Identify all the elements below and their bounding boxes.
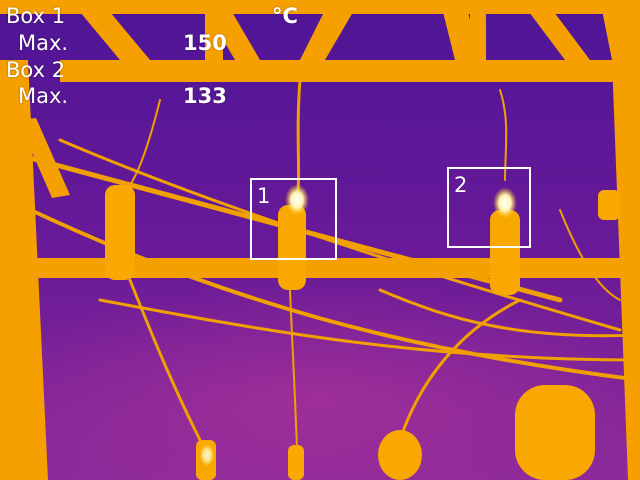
box2-max-value: 133 <box>183 84 227 108</box>
insulators <box>105 185 620 480</box>
box1-label: Box 1 <box>6 4 66 28</box>
measurement-box-2[interactable]: 2 <box>447 167 531 248</box>
measurement-box-1[interactable]: 1 <box>250 178 337 260</box>
box1-max-value: 150 <box>183 31 227 55</box>
hot-spots <box>199 184 517 467</box>
box2-label: Box 2 <box>6 58 66 82</box>
temperature-unit: °C <box>272 4 298 28</box>
conductors <box>0 78 640 451</box>
measurement-box-1-label: 1 <box>257 184 271 208</box>
measurement-box-2-label: 2 <box>454 173 468 197</box>
box1-stat-label: Max. <box>18 31 69 55</box>
box2-stat-label: Max. <box>18 84 69 108</box>
